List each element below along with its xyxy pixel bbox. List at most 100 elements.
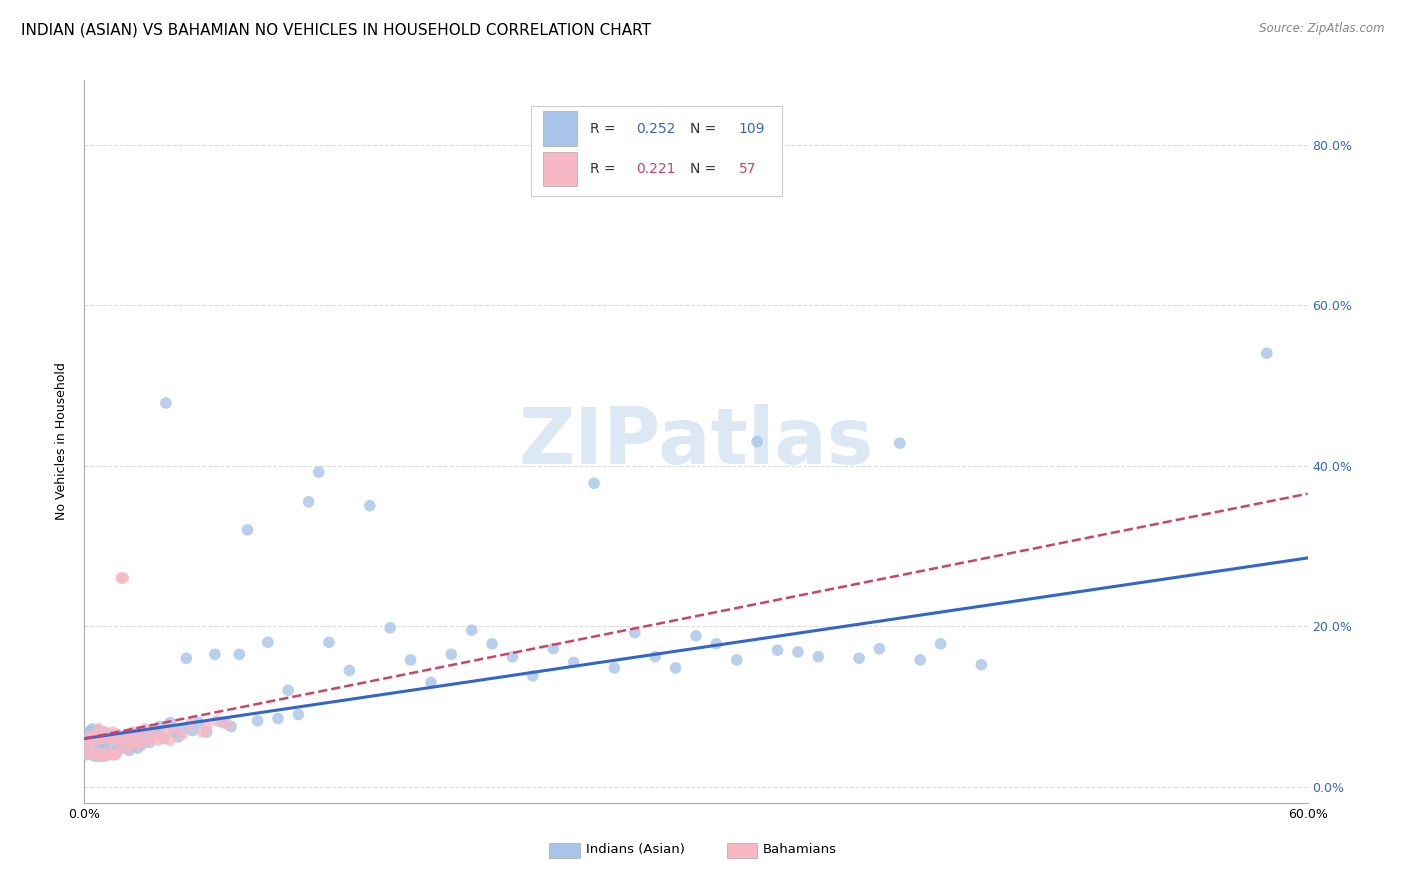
Point (481, 637, 503, 651)
Point (100, 730, 122, 744)
Point (86, 747, 108, 762)
Point (543, 641, 565, 656)
Point (135, 722, 157, 736)
Point (217, 717, 239, 731)
Point (910, 653, 932, 667)
Point (889, 436, 911, 450)
Point (138, 735, 160, 749)
Point (120, 735, 142, 749)
Point (115, 741, 138, 756)
Point (93, 738, 115, 752)
Point (83, 746, 105, 760)
Text: 57: 57 (738, 162, 756, 176)
Text: 0.221: 0.221 (636, 162, 675, 176)
Point (122, 739, 145, 754)
Point (257, 635, 280, 649)
Point (86, 728, 108, 742)
Point (82, 747, 104, 762)
Point (725, 653, 748, 667)
Point (298, 494, 321, 508)
Point (267, 712, 290, 726)
Point (114, 731, 136, 746)
Point (96, 733, 118, 747)
Point (91, 749, 114, 764)
Point (75, 747, 97, 762)
Point (706, 637, 728, 651)
Point (110, 571, 132, 585)
Point (167, 730, 190, 744)
Text: R =: R = (589, 121, 620, 136)
Point (82, 747, 104, 762)
Point (212, 715, 235, 730)
Point (766, 643, 789, 657)
Point (97, 747, 120, 762)
Point (150, 730, 173, 744)
Point (96, 747, 118, 762)
Point (101, 725, 124, 739)
Point (124, 733, 146, 747)
Point (583, 476, 606, 491)
Point (105, 743, 128, 757)
Point (97, 747, 120, 762)
Point (91, 731, 114, 746)
Point (179, 717, 201, 731)
Point (155, 725, 177, 739)
Text: R =: R = (589, 162, 620, 176)
Point (807, 649, 830, 664)
Point (83, 728, 105, 742)
Point (159, 733, 181, 747)
Point (82, 733, 104, 747)
Point (118, 728, 141, 742)
Y-axis label: No Vehicles in Household: No Vehicles in Household (55, 363, 69, 520)
Point (603, 661, 626, 675)
Point (104, 747, 127, 762)
Point (101, 733, 124, 747)
Point (96, 746, 118, 760)
Point (91, 746, 114, 760)
Point (108, 741, 131, 756)
Point (100, 744, 122, 758)
Text: 0.252: 0.252 (636, 121, 675, 136)
Point (502, 649, 524, 664)
Text: Source: ZipAtlas.com: Source: ZipAtlas.com (1260, 22, 1385, 36)
Point (172, 722, 194, 736)
Point (97, 731, 120, 746)
Bar (550, 843, 579, 858)
Point (644, 649, 666, 664)
Point (174, 651, 197, 665)
Point (204, 648, 226, 662)
Point (91, 731, 114, 746)
Point (848, 651, 870, 665)
Text: ZIPatlas: ZIPatlas (519, 403, 873, 480)
Point (205, 714, 228, 728)
Point (83, 738, 105, 752)
Point (82, 733, 104, 747)
Point (159, 715, 181, 730)
Point (79, 723, 101, 738)
Point (104, 731, 127, 746)
Point (90, 725, 112, 739)
Point (118, 744, 141, 758)
Point (86, 746, 108, 760)
Point (522, 669, 544, 683)
Point (77, 744, 100, 758)
Point (440, 648, 463, 662)
Point (114, 741, 136, 756)
Point (339, 664, 361, 678)
Text: Bahamians: Bahamians (763, 843, 837, 856)
Point (153, 731, 176, 746)
Point (90, 735, 112, 749)
Point (131, 738, 153, 752)
Point (246, 714, 269, 728)
Point (77, 741, 100, 756)
Point (83, 725, 105, 739)
Point (399, 653, 422, 667)
Point (87, 746, 110, 760)
Point (105, 728, 128, 742)
Point (163, 722, 186, 736)
Point (79, 746, 101, 760)
Point (127, 738, 149, 752)
Bar (543, 112, 578, 146)
Point (191, 725, 214, 739)
Point (181, 723, 204, 738)
